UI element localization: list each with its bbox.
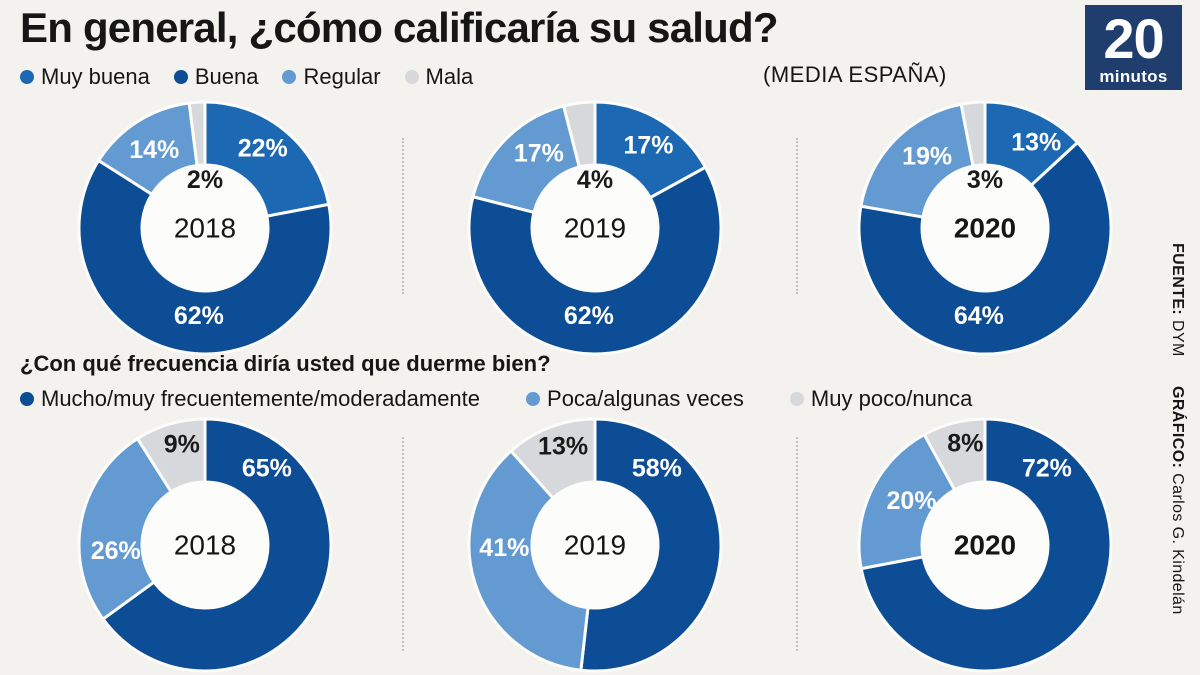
legend-dot-mucho-icon xyxy=(20,392,34,406)
donut-chart-duerme-2018: 65% 26% 9% 2018 xyxy=(77,417,333,673)
donut-hole xyxy=(143,483,267,607)
donut-year-label: 2019 xyxy=(564,530,626,561)
divider-dotted xyxy=(402,437,404,651)
donut-segment-mala xyxy=(187,100,207,168)
donut-percent-label-mucho-muy-frecuentemente-moderadamente: 58% xyxy=(632,455,682,483)
donut-segment-regular xyxy=(859,102,975,219)
legend-dot-muy-buena-icon xyxy=(20,70,34,84)
donut-percent-label-mucho-muy-frecuentemente-moderadamente: 65% xyxy=(242,455,292,483)
donut-hole xyxy=(923,166,1047,290)
donut-segment-buena xyxy=(467,165,723,356)
donut-segment-mucho-muy-frecuentemente-moderadamente xyxy=(859,417,1113,673)
donut-percent-label-buena: 62% xyxy=(564,302,614,330)
donut-segment-mucho-muy-frecuentemente-moderadamente xyxy=(579,417,723,673)
legend-dot-buena-icon xyxy=(173,70,188,84)
donut-year-label: 2018 xyxy=(174,213,236,244)
donut-segment-poca-algunas-veces xyxy=(467,448,590,672)
donut-segment-mala xyxy=(959,100,987,168)
donut-segment-muy-poco-nunca xyxy=(508,417,597,501)
credit-graphic: GRÁFICO: Carlos G. Kindelán xyxy=(1168,386,1186,615)
legend-item: Mala xyxy=(404,64,474,90)
donut-segment-mala xyxy=(561,100,597,169)
donut-percent-label-regular: 17% xyxy=(514,140,564,168)
donut-hole xyxy=(533,483,657,607)
donut-chart-duerme-2019: 58% 41% 13% 2019 xyxy=(467,417,723,673)
donut-year-label: 2019 xyxy=(564,213,626,244)
legend-label: Mucho/muy frecuentemente/moderadamente xyxy=(41,386,481,411)
question-2-title: ¿Con qué frecuencia diría usted que duer… xyxy=(20,351,551,376)
donut-percent-label-buena: 62% xyxy=(174,302,224,330)
donut-year-label: 2018 xyxy=(174,530,236,561)
page-title: En general, ¿cómo calificaría su salud? xyxy=(20,4,779,51)
donut-segment-muy-buena xyxy=(203,100,331,218)
donut-percent-label-muy-poco-nunca: 9% xyxy=(164,430,200,458)
donut-percent-label-regular: 14% xyxy=(129,136,179,164)
donut-percent-label-regular: 19% xyxy=(902,143,952,171)
logo-number: 20 xyxy=(1103,6,1164,70)
donut-percent-label-poca-algunas-veces: 26% xyxy=(91,537,141,565)
logo-20minutos: 20 minutos xyxy=(1085,5,1182,90)
donut-chart-salud-2020: 13% 64% 19% 3% 2020 xyxy=(857,100,1113,356)
legend-item: Poca/algunas veces xyxy=(526,386,744,412)
credit-source-value: DYM xyxy=(1169,315,1186,357)
subtitle-media-espana: (MEDIA ESPAÑA) xyxy=(763,62,947,87)
donut-percent-label-mala: 4% xyxy=(577,166,613,194)
legend-dot-poca-icon xyxy=(526,392,541,406)
donut-percent-label-poca-algunas-veces: 20% xyxy=(887,487,937,515)
legend-salud: Muy buena Buena Regular Mala xyxy=(20,64,473,90)
legend-label: Muy buena xyxy=(41,64,150,89)
donut-percent-label-muy-buena: 13% xyxy=(1011,129,1061,157)
donut-percent-label-mucho-muy-frecuentemente-moderadamente: 72% xyxy=(1022,455,1072,483)
donut-segment-buena xyxy=(77,158,333,356)
donut-segment-poca-algunas-veces xyxy=(857,432,957,571)
donut-percent-label-muy-poco-nunca: 13% xyxy=(538,433,588,461)
credit-source: FUENTE: DYM xyxy=(1168,243,1186,357)
donut-segment-muy-poco-nunca xyxy=(922,417,987,492)
legend-item: Mucho/muy frecuentemente/moderadamente xyxy=(20,386,480,412)
donut-year-label: 2020 xyxy=(954,530,1016,561)
donut-segment-buena xyxy=(857,140,1113,356)
donut-percent-label-muy-buena: 22% xyxy=(238,134,288,162)
donut-percent-label-mala: 2% xyxy=(187,166,223,194)
donut-hole xyxy=(923,483,1047,607)
donut-percent-label-muy-buena: 17% xyxy=(624,132,674,160)
donut-hole xyxy=(533,166,657,290)
donut-percent-label-mala: 3% xyxy=(967,166,1003,194)
donut-segment-muy-poco-nunca xyxy=(135,417,207,494)
donut-percent-label-poca-algunas-veces: 41% xyxy=(479,534,529,562)
legend-dot-regular-icon xyxy=(282,70,297,84)
credit-source-label: FUENTE: xyxy=(1169,243,1186,316)
legend-item: Muy poco/nunca xyxy=(789,386,973,412)
legend-label: Muy poco/nunca xyxy=(810,386,973,411)
divider-dotted xyxy=(796,437,798,651)
donut-percent-label-buena: 64% xyxy=(954,302,1004,330)
credit-graphic-value: Carlos G. Kindelán xyxy=(1169,468,1186,615)
donut-chart-duerme-2020: 72% 20% 8% 2020 xyxy=(857,417,1113,673)
legend-label: Buena xyxy=(194,64,259,89)
legend-item: Regular xyxy=(282,64,381,90)
legend-dot-mala-icon xyxy=(404,70,419,84)
credit-graphic-label: GRÁFICO: xyxy=(1169,386,1186,469)
donut-segment-mucho-muy-frecuentemente-moderadamente xyxy=(100,417,333,673)
donut-chart-salud-2018: 22% 62% 14% 2% 2018 xyxy=(77,100,333,356)
donut-segment-poca-algunas-veces xyxy=(77,436,174,622)
legend-label: Regular xyxy=(303,64,381,89)
logo-word: minutos xyxy=(1099,66,1168,86)
donut-percent-label-muy-poco-nunca: 8% xyxy=(947,430,983,458)
legend-dot-muy-poco-icon xyxy=(789,392,804,406)
legend-duerme: Mucho/muy frecuentemente/moderadamente P… xyxy=(20,386,972,412)
donut-year-label: 2020 xyxy=(954,213,1016,244)
legend-label: Poca/algunas veces xyxy=(547,386,744,411)
donut-hole xyxy=(143,166,267,290)
legend-item: Muy buena xyxy=(20,64,150,90)
legend-item: Buena xyxy=(173,64,259,90)
legend-label: Mala xyxy=(425,64,474,89)
divider-dotted xyxy=(796,138,798,294)
donut-chart-salud-2019: 17% 62% 17% 4% 2019 xyxy=(467,100,723,356)
divider-dotted xyxy=(402,138,404,294)
